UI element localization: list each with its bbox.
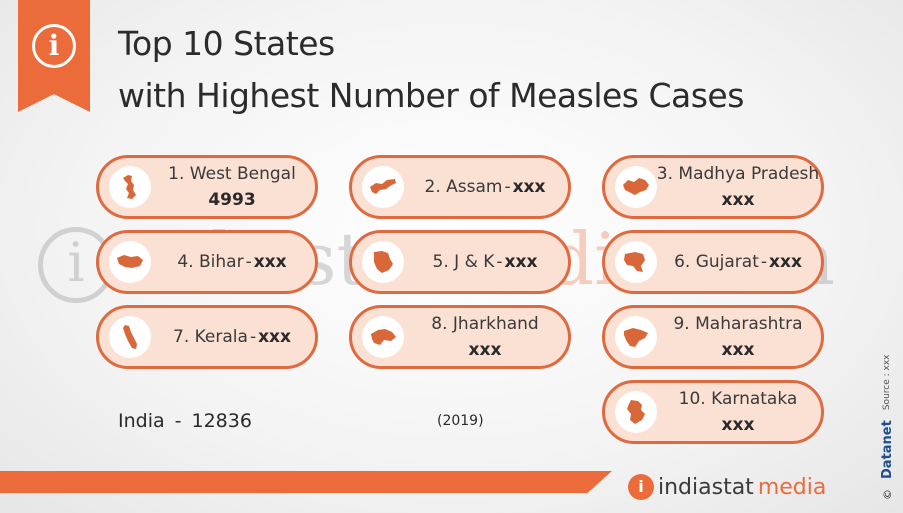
source-text: Source : xxx — [882, 354, 892, 411]
state-label: 6. Gujarat — [674, 252, 759, 272]
indiastatmedia-logo: i indiastat media — [628, 472, 826, 502]
title-line-1: Top 10 States — [118, 24, 335, 63]
state-separator: - — [760, 252, 768, 272]
madhya-pradesh-map-icon — [615, 166, 657, 208]
gujarat-map-icon — [615, 241, 657, 283]
datanet-brand: Datanet — [879, 420, 895, 479]
bottom-accent-bar — [0, 471, 612, 493]
state-card-4: 4. Bihar - xxx — [96, 230, 318, 294]
india-value: 12836 — [191, 410, 252, 432]
state-card-5: 5. J & K - xxx — [349, 230, 571, 294]
state-separator: - — [249, 327, 257, 347]
state-label: 4. Bihar — [177, 252, 244, 272]
state-card-7: 7. Kerala - xxx — [96, 305, 318, 369]
state-value: 4993 — [208, 190, 256, 210]
state-label: 5. J & K — [432, 252, 495, 272]
state-value: xxx — [721, 340, 755, 360]
state-value: xxx — [721, 190, 755, 210]
state-card-2: 2. Assam - xxx — [349, 155, 571, 219]
state-value: xxx — [258, 327, 291, 347]
state-card-3: 3. Madhya Pradesh xxx — [602, 155, 824, 219]
state-label: 9. Maharashtra — [673, 314, 803, 334]
bihar-map-icon — [109, 241, 151, 283]
state-separator: - — [504, 177, 511, 197]
jharkhand-map-icon — [362, 316, 404, 358]
state-value: xxx — [504, 252, 538, 272]
state-card-6: 6. Gujarat - xxx — [602, 230, 824, 294]
state-label: 3. Madhya Pradesh — [656, 164, 820, 184]
jammu-kashmir-map-icon — [362, 241, 404, 283]
source-credit: © Datanet Source : xxx — [877, 340, 897, 501]
maharashtra-map-icon — [615, 316, 657, 358]
state-label: 2. Assam — [424, 177, 503, 197]
state-value: xxx — [721, 415, 755, 435]
state-value: xxx — [769, 252, 802, 272]
state-separator: - — [496, 252, 503, 272]
title-line-2: with Highest Number of Measles Cases — [118, 76, 744, 115]
state-label: 8. Jharkhand — [431, 314, 539, 334]
logo-text-a: indiastat — [658, 474, 754, 500]
info-icon: i — [32, 24, 76, 68]
india-separator: - — [174, 410, 182, 432]
logo-icon: i — [628, 474, 654, 500]
state-value: xxx — [512, 177, 546, 197]
india-label: India — [118, 410, 165, 432]
state-card-9: 9. Maharashtra xxx — [602, 305, 824, 369]
west-bengal-map-icon — [109, 166, 151, 208]
state-separator: - — [245, 252, 252, 272]
state-label: 7. Kerala — [173, 327, 248, 347]
kerala-map-icon — [109, 316, 151, 358]
copyright-icon: © — [880, 489, 894, 500]
logo-text-b: media — [757, 474, 827, 500]
karnataka-map-icon — [615, 391, 657, 433]
state-label: 1. West Bengal — [168, 164, 296, 184]
state-card-8: 8. Jharkhand xxx — [349, 305, 571, 369]
state-card-10: 10. Karnataka xxx — [602, 380, 824, 444]
year-label: (2019) — [437, 413, 484, 429]
page-title: Top 10 States with Highest Number of Mea… — [118, 18, 858, 122]
state-label: 10. Karnataka — [678, 389, 798, 409]
state-value: xxx — [253, 252, 287, 272]
info-badge: i — [18, 0, 90, 112]
state-card-1: 1. West Bengal 4993 — [96, 155, 318, 219]
assam-map-icon — [362, 166, 404, 208]
india-total: India - 12836 — [118, 410, 252, 432]
state-value: xxx — [468, 340, 502, 360]
